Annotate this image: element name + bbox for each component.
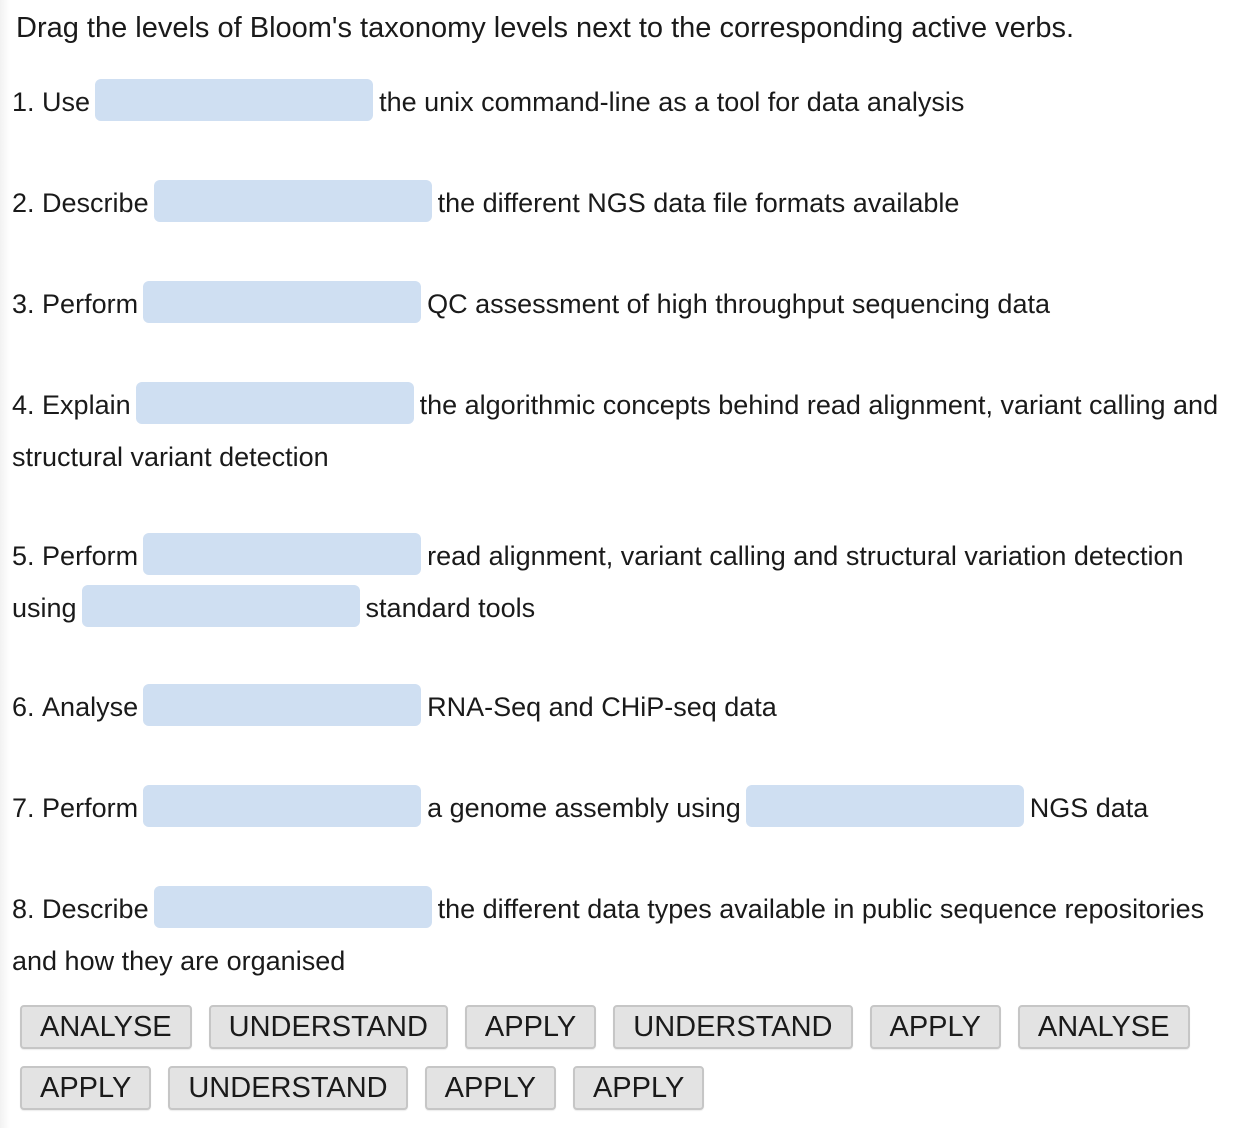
drop-zone-7a[interactable]	[143, 784, 422, 827]
drag-item-apply[interactable]: APPLY	[869, 1005, 1001, 1049]
question-2-text: the different NGS data file formats avai…	[437, 187, 960, 218]
drag-item-apply[interactable]: APPLY	[424, 1066, 556, 1110]
question-6: 6. Analyse RNA-Seq and CHiP-seq data	[12, 680, 1227, 732]
question-8: 8. Describe the different data types avai…	[12, 882, 1227, 986]
drag-item-analyse[interactable]: ANALYSE	[20, 1005, 192, 1049]
drop-zone-2[interactable]	[153, 179, 432, 222]
question-3-verb: Perform	[42, 288, 139, 319]
drop-zone-5a[interactable]	[143, 532, 422, 575]
drop-zone-4[interactable]	[135, 381, 414, 424]
question-7-text-2: NGS data	[1029, 792, 1149, 823]
drag-item-analyse[interactable]: ANALYSE	[1017, 1005, 1190, 1049]
drop-zone-5b[interactable]	[81, 584, 360, 627]
question-5-verb: Perform	[42, 540, 139, 571]
question-4-verb: Explain	[42, 389, 131, 420]
question-4-number: 4.	[12, 389, 35, 420]
instruction-text: Drag the levels of Bloom's taxonomy leve…	[16, 12, 1075, 44]
question-3-number: 3.	[12, 288, 35, 319]
question-7-text: a genome assembly using	[427, 792, 741, 823]
question-4: 4. Explain the algorithmic concepts behin…	[12, 378, 1227, 482]
question-6-text: RNA-Seq and CHiP-seq data	[427, 691, 777, 722]
drag-items-area: ANALYSE UNDERSTAND APPLY UNDERSTAND APPL…	[20, 1005, 1230, 1127]
question-8-text: the different data types available in pu…	[12, 893, 1205, 976]
left-edge-shade	[0, 0, 10, 1128]
question-5: 5. Perform read alignment, variant callin…	[12, 529, 1227, 633]
drag-item-understand[interactable]: UNDERSTAND	[208, 1005, 448, 1049]
question-1-number: 1.	[12, 86, 35, 117]
drop-zone-8[interactable]	[153, 885, 432, 928]
drag-items-row-1: ANALYSE UNDERSTAND APPLY UNDERSTAND APPL…	[20, 1005, 1230, 1049]
question-5-number: 5.	[12, 540, 35, 571]
question-8-verb: Describe	[42, 893, 149, 924]
question-7: 7. Perform a genome assembly using NGS dat…	[12, 781, 1227, 833]
question-2-verb: Describe	[42, 187, 149, 218]
question-3-text: QC assessment of high throughput sequenc…	[427, 288, 1050, 319]
question-6-number: 6.	[12, 691, 35, 722]
drag-item-apply[interactable]: APPLY	[464, 1005, 597, 1049]
drag-items-row-2: APPLY UNDERSTAND APPLY APPLY	[20, 1066, 1230, 1110]
question-8-number: 8.	[12, 893, 35, 924]
question-5-text-2: standard tools	[365, 592, 536, 623]
drop-zone-3[interactable]	[143, 280, 422, 323]
question-4-text: the algorithmic concepts behind read ali…	[12, 389, 1219, 472]
drag-item-understand[interactable]: UNDERSTAND	[168, 1066, 408, 1110]
question-5-text: read alignment, variant calling and stru…	[12, 540, 1184, 623]
question-7-verb: Perform	[42, 792, 139, 823]
question-7-number: 7.	[12, 792, 35, 823]
question-1-text: the unix command-line as a tool for data…	[379, 86, 965, 117]
question-2: 2. Describe the different NGS data file f…	[12, 176, 1227, 228]
drag-item-understand[interactable]: UNDERSTAND	[613, 1005, 853, 1049]
question-6-verb: Analyse	[42, 691, 139, 722]
question-1: 1. Use the unix command-line as a tool fo…	[12, 75, 1227, 127]
question-2-number: 2.	[12, 187, 35, 218]
question-3: 3. Perform QC assessment of high throughp…	[12, 277, 1227, 329]
question-1-verb: Use	[42, 86, 91, 117]
drop-zone-1[interactable]	[95, 78, 374, 121]
drag-item-apply[interactable]: APPLY	[572, 1066, 705, 1110]
drop-zone-6[interactable]	[143, 683, 422, 726]
drop-zone-7b[interactable]	[745, 784, 1024, 827]
drag-item-apply[interactable]: APPLY	[20, 1066, 152, 1110]
